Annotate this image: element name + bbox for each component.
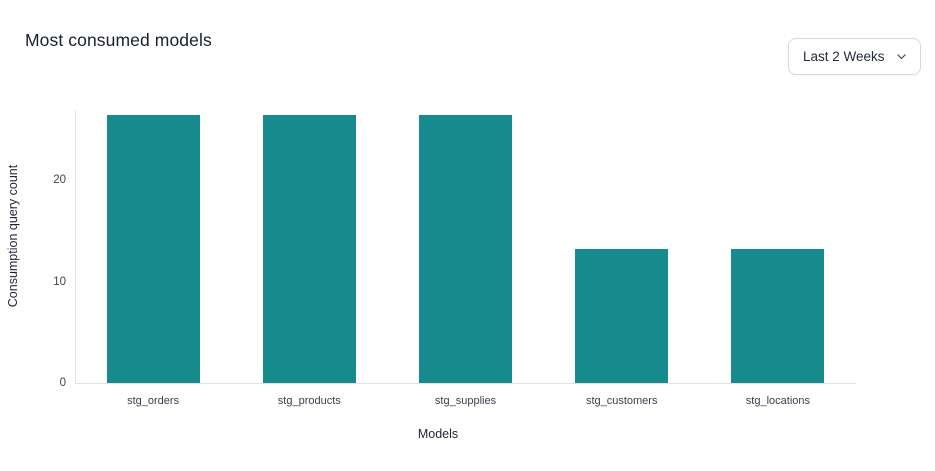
card-header: Most consumed models Last 2 Weeks xyxy=(0,0,935,88)
time-range-value: Last 2 Weeks xyxy=(803,49,885,64)
page-title: Most consumed models xyxy=(25,30,212,50)
x-axis-line xyxy=(75,383,856,384)
y-tick-label: 0 xyxy=(59,377,66,389)
x-tick-label: stg_customers xyxy=(585,395,658,407)
bar[interactable] xyxy=(262,115,356,383)
y-axis-line xyxy=(75,110,76,384)
time-range-dropdown[interactable]: Last 2 Weeks xyxy=(788,38,921,75)
x-tick-label: stg_orders xyxy=(127,395,180,407)
y-axis-label: Consumption query count xyxy=(6,164,20,308)
plot-area: 0 10 20 stg_orders stg_products stg_supp… xyxy=(53,110,856,407)
y-tick-label: 10 xyxy=(53,275,66,288)
bar-series: stg_orders stg_products stg_supplies stg… xyxy=(75,110,856,407)
bar[interactable] xyxy=(731,249,825,383)
bar-slot: stg_products xyxy=(231,110,387,407)
bar-slot: stg_supplies xyxy=(387,110,543,407)
bar[interactable] xyxy=(575,249,669,383)
bar[interactable] xyxy=(106,115,200,383)
x-tick-label: stg_locations xyxy=(745,395,811,407)
bar[interactable] xyxy=(419,115,512,383)
bar-slot: stg_customers xyxy=(544,110,700,407)
bar-slot: stg_orders xyxy=(75,110,231,407)
bar-slot: stg_locations xyxy=(700,110,856,407)
chevron-down-icon xyxy=(896,51,907,62)
x-tick-label: stg_supplies xyxy=(434,395,497,407)
y-tick-label: 20 xyxy=(53,174,66,187)
x-axis-label: Models xyxy=(417,427,459,441)
x-tick-label: stg_products xyxy=(277,395,341,407)
